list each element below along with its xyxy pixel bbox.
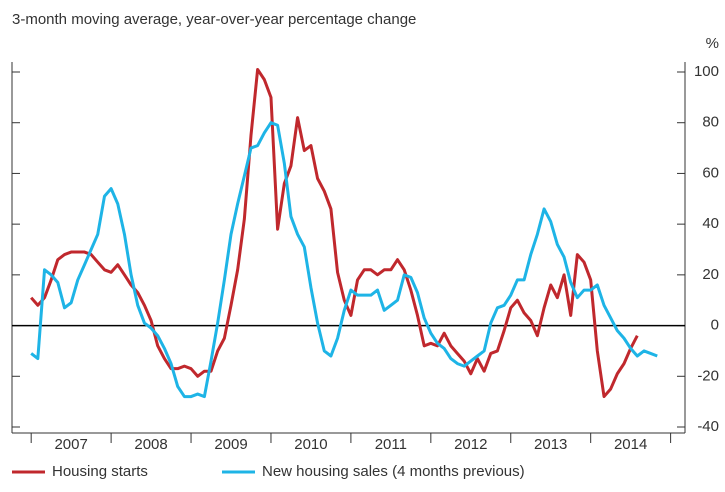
series-line [30,121,658,399]
y-unit: % [706,35,719,52]
y-tick-label: -20 [697,367,719,384]
y-tick-label: 20 [702,266,719,283]
chart-subtitle: 3-month moving average, year-over-year p… [12,11,416,28]
y-tick-label: 80 [702,114,719,131]
y-tick-label: 0 [711,317,719,334]
y-tick-label: 40 [702,215,719,232]
x-tick-label: 2014 [614,436,647,453]
x-tick-label: 2011 [375,436,407,453]
x-tick-label: 2012 [454,436,487,453]
y-tick-label: 100 [694,63,719,80]
x-tick-label: 2008 [134,436,167,453]
x-tick-label: 2013 [534,436,567,453]
legend-label: New housing sales (4 months previous) [262,463,525,480]
x-tick-label: 2007 [54,436,87,453]
x-tick-label: 2010 [294,436,327,453]
y-tick-label: -40 [697,418,719,435]
legend-label: Housing starts [52,463,148,480]
y-tick-label: 60 [702,164,719,181]
x-tick-label: 2009 [214,436,247,453]
